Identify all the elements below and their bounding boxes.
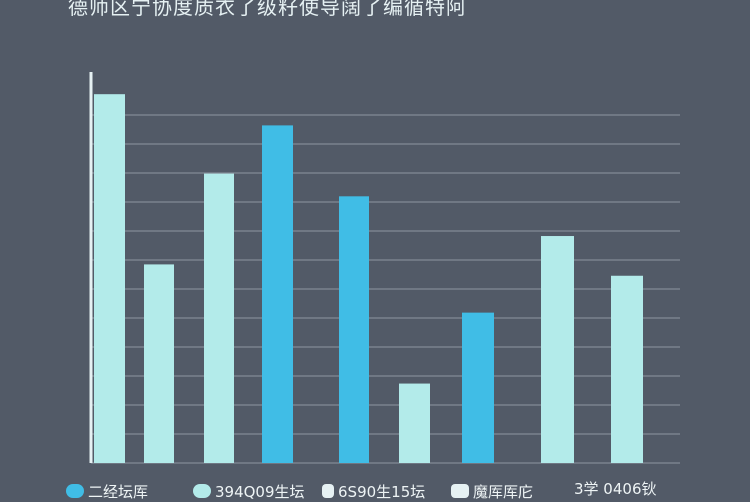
bar-3 (204, 173, 234, 463)
bar-8 (541, 236, 574, 463)
grid-lines (91, 114, 680, 464)
bar-5 (339, 196, 369, 463)
legend-item-1: 二经坛厍 (66, 481, 148, 501)
legend-swatch-3 (322, 484, 334, 498)
bar-9 (611, 275, 643, 463)
bar-7 (462, 312, 494, 463)
bar-2 (144, 264, 174, 463)
legend-item-2: 394Q09生坛 (193, 481, 305, 501)
legend-swatch-2 (193, 484, 211, 498)
bars (94, 94, 643, 464)
legend-item-4: 魔厍厍庀 (451, 481, 533, 501)
bar-6 (399, 383, 430, 463)
legend-label-4: 魔厍厍庀 (473, 482, 534, 501)
chart-title: 德师区宁协度质衣了级籽使导阔了编循特阿 (68, 0, 467, 19)
bar-1 (94, 94, 125, 464)
legend-label-2: 394Q09生坛 (215, 482, 305, 501)
legend: 二经坛厍 394Q09生坛 6S90生15坛 魔厍厍庀 3学 0406钬 (0, 478, 750, 501)
legend-item-5: 3学 0406钬 (574, 478, 657, 498)
legend-label-5: 3学 0406钬 (574, 479, 657, 498)
bar-4 (262, 125, 293, 464)
legend-label-1: 二经坛厍 (88, 482, 149, 501)
legend-label-3: 6S90生15坛 (338, 482, 426, 501)
legend-swatch-4 (451, 484, 469, 498)
legend-swatch-1 (66, 484, 84, 498)
legend-item-3: 6S90生15坛 (322, 481, 425, 501)
